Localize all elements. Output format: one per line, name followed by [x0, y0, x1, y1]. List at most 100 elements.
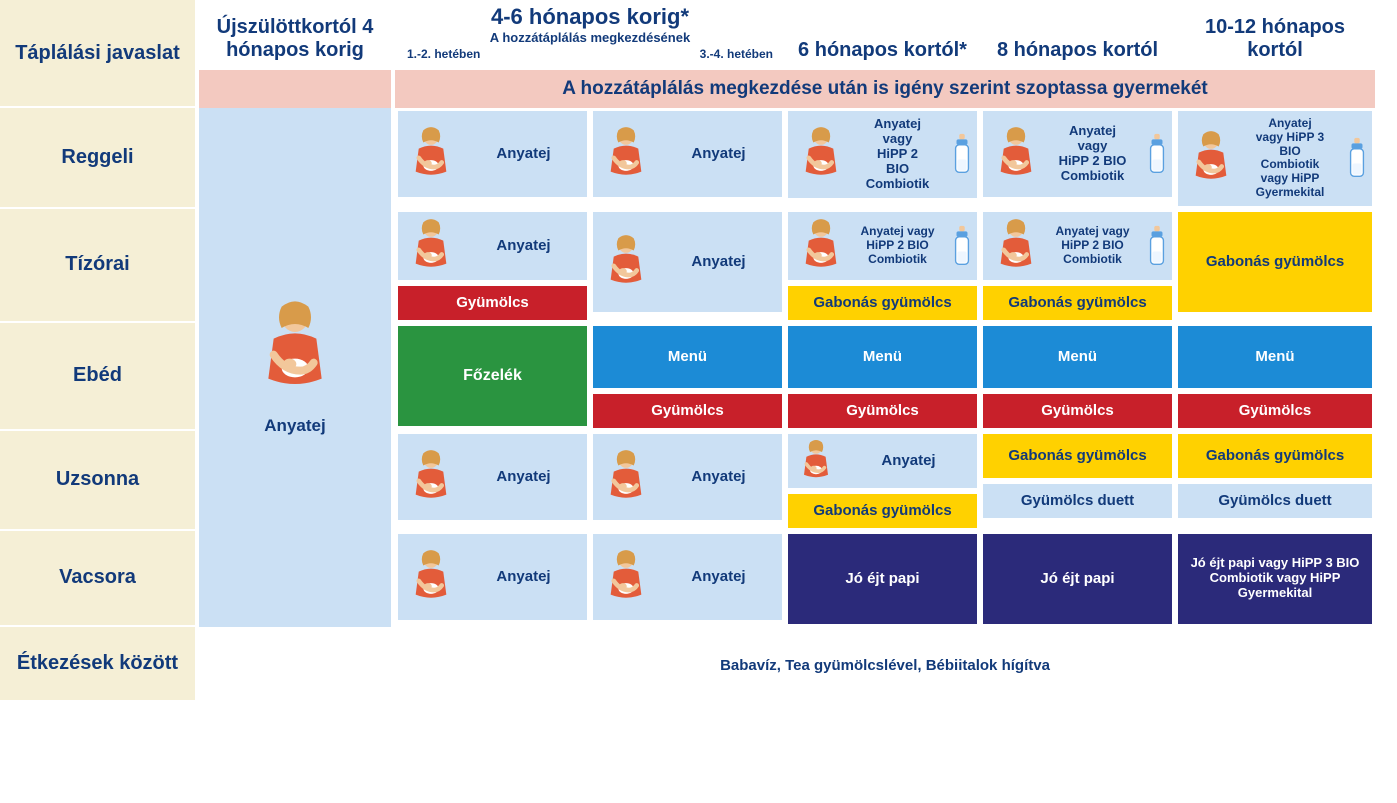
bottle-icon [1146, 131, 1168, 177]
cell-dinner-8: Jó éjt papi [980, 531, 1175, 627]
cell-lunch-wk34: Menü Gyümölcs [590, 323, 785, 431]
milk-text: Anyatej [844, 452, 973, 469]
fruit-card: Gyümölcs [788, 394, 977, 428]
breastfeeding-icon [408, 218, 454, 274]
cell-snackam-8: Anyatej vagy HiPP 2 BIO Combiotik Gaboná… [980, 209, 1175, 323]
cell-breakfast-wk34: Anyatej [590, 108, 785, 209]
breastfeeding-icon [603, 549, 649, 605]
col3-text: 6 hónapos kortól* [798, 39, 967, 62]
milk-card: Anyatej [398, 111, 587, 197]
night-card: Jó éjt papi vagy HiPP 3 BIO Combiotik va… [1178, 534, 1372, 624]
cereal-card: Gabonás gyümölcs [1178, 434, 1372, 478]
rowlabel-advice: Táplálási javaslat [0, 0, 195, 108]
menu-card: Menü [1178, 326, 1372, 388]
bottle-icon [1146, 223, 1168, 269]
between-empty [195, 627, 395, 700]
menu-card: Menü [983, 326, 1172, 388]
cereal-card: Gabonás gyümölcs [788, 494, 977, 528]
milk-text: Anyatej vagy HiPP 2 BIO Combiotik [1049, 124, 1136, 184]
duett-card: Gyümölcs duett [1178, 484, 1372, 518]
night-card: Jó éjt papi [788, 534, 977, 624]
milk-card: Anyatej vagy HiPP 2 BIO Combiotik [788, 111, 977, 198]
col2-sub: A hozzátáplálás megkezdésének [490, 31, 690, 46]
breastfeeding-icon [603, 449, 649, 505]
pinkbar-empty [195, 70, 395, 108]
bottle-icon [951, 223, 973, 269]
breastfeeding-icon [603, 126, 649, 182]
cell-dinner-wk34: Anyatej [590, 531, 785, 627]
rowlabel-breakfast: Reggeli [0, 108, 195, 209]
cereal-card: Gabonás gyümölcs [983, 434, 1172, 478]
rowlabel-snack-pm: Uzsonna [0, 431, 195, 531]
milk-card: Anyatej [398, 534, 587, 620]
breastfeeding-icon [798, 126, 844, 182]
pinkbar: A hozzátáplálás megkezdése után is igény… [395, 70, 1375, 108]
breastfeeding-icon [993, 126, 1039, 182]
milk-card: Anyatej vagy HiPP 2 BIO Combiotik [788, 212, 977, 280]
breastfeeding-icon [408, 126, 454, 182]
cell-snackam-wk12: Anyatej Gyümölcs [395, 209, 590, 323]
milk-text: Anyatej [659, 468, 778, 485]
rowlabel-dinner: Vacsora [0, 531, 195, 627]
milk-text: Anyatej [659, 253, 778, 270]
breastfeeding-icon [408, 549, 454, 605]
milk-card: Anyatej [593, 111, 782, 197]
rowlabel-snack-am: Tízórai [0, 209, 195, 323]
between-cell: Babavíz, Tea gyümölcslével, Bébiitalok h… [395, 627, 1375, 700]
cell-breakfast-8: Anyatej vagy HiPP 2 BIO Combiotik [980, 108, 1175, 209]
cereal-card: Gabonás gyümölcs [788, 286, 977, 320]
milk-text: Anyatej vagy HiPP 3 BIO Combiotik vagy H… [1244, 117, 1336, 200]
milk-text: Anyatej [464, 237, 583, 254]
breastfeeding-icon [1188, 130, 1234, 186]
milk-card: Anyatej [593, 434, 782, 520]
col-head-newborn: Újszülöttkortól 4 hónapos korig [195, 0, 395, 70]
cell-dinner-wk12: Anyatej [395, 531, 590, 627]
milk-card: Anyatej [398, 434, 587, 520]
veg-card: Főzelék [398, 326, 587, 426]
col-head-10-12: 10-12 hónapos kortól [1175, 0, 1375, 70]
newborn-cell: Anyatej [195, 108, 395, 627]
col-head-newborn-text: Újszülöttkortól 4 hónapos korig [199, 16, 391, 62]
cell-snackpm-wk12: Anyatej [395, 431, 590, 531]
cereal-card: Gabonás gyümölcs [983, 286, 1172, 320]
milk-text: Anyatej [659, 568, 778, 585]
duett-card: Gyümölcs duett [983, 484, 1172, 518]
cell-lunch-wk12: Főzelék [395, 323, 590, 431]
col-head-8: 8 hónapos kortól [980, 0, 1175, 70]
cell-breakfast-wk12: Anyatej [395, 108, 590, 209]
col2-wk12: 1.-2. hetében [407, 48, 480, 62]
menu-card: Menü [593, 326, 782, 388]
cell-snackpm-10: Gabonás gyümölcs Gyümölcs duett [1175, 431, 1375, 531]
fruit-card: Gyümölcs [1178, 394, 1372, 428]
cell-snackpm-6: Anyatej Gabonás gyümölcs [785, 431, 980, 531]
cell-snackpm-wk34: Anyatej [590, 431, 785, 531]
breastfeeding-icon [798, 440, 834, 482]
fruit-card: Gyümölcs [983, 394, 1172, 428]
menu-card: Menü [788, 326, 977, 388]
cell-breakfast-6: Anyatej vagy HiPP 2 BIO Combiotik [785, 108, 980, 209]
breastfeeding-icon [993, 218, 1039, 274]
night-card: Jó éjt papi [983, 534, 1172, 624]
bottle-icon [1346, 135, 1368, 181]
cell-dinner-10: Jó éjt papi vagy HiPP 3 BIO Combiotik va… [1175, 531, 1375, 627]
cell-snackam-10: Gabonás gyümölcs [1175, 209, 1375, 323]
milk-text: Anyatej vagy HiPP 2 BIO Combiotik [854, 225, 941, 266]
bottle-icon [951, 131, 973, 177]
milk-card: Anyatej [398, 212, 587, 280]
cell-dinner-6: Jó éjt papi [785, 531, 980, 627]
feeding-table: Táplálási javaslat Újszülöttkortól 4 hón… [0, 0, 1397, 700]
milk-text: Anyatej [464, 145, 583, 162]
fruit-card: Gyümölcs [398, 286, 587, 320]
breastfeeding-icon [603, 234, 649, 290]
col2-main: 4-6 hónapos korig* [491, 4, 689, 29]
milk-text: Anyatej [659, 145, 778, 162]
milk-card: Anyatej vagy HiPP 2 BIO Combiotik [983, 212, 1172, 280]
breastfeeding-icon [408, 449, 454, 505]
cell-lunch-10: Menü Gyümölcs [1175, 323, 1375, 431]
milk-card: Anyatej [593, 534, 782, 620]
milk-card: Anyatej [593, 212, 782, 312]
milk-card: Anyatej vagy HiPP 3 BIO Combiotik vagy H… [1178, 111, 1372, 206]
cell-snackam-6: Anyatej vagy HiPP 2 BIO Combiotik Gaboná… [785, 209, 980, 323]
newborn-anyatej: Anyatej [264, 416, 325, 436]
cereal-card: Gabonás gyümölcs [1178, 212, 1372, 312]
